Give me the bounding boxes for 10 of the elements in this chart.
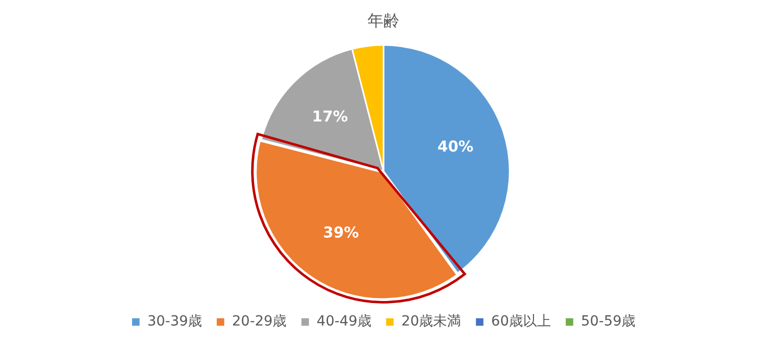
legend-label: 30-39歳 [147, 314, 202, 330]
data-label: 17% [312, 107, 348, 126]
data-label: 40% [438, 138, 474, 156]
chart-title: 年齢 [368, 10, 400, 30]
legend-label: 60歳以上 [491, 314, 552, 330]
legend-label: 20-29歳 [232, 314, 287, 330]
data-label: 39% [323, 224, 359, 242]
legend-label: 20歳未満 [401, 314, 462, 330]
legend-label: 40-49歳 [316, 314, 372, 330]
legend-label: 50-59歳 [580, 314, 636, 330]
